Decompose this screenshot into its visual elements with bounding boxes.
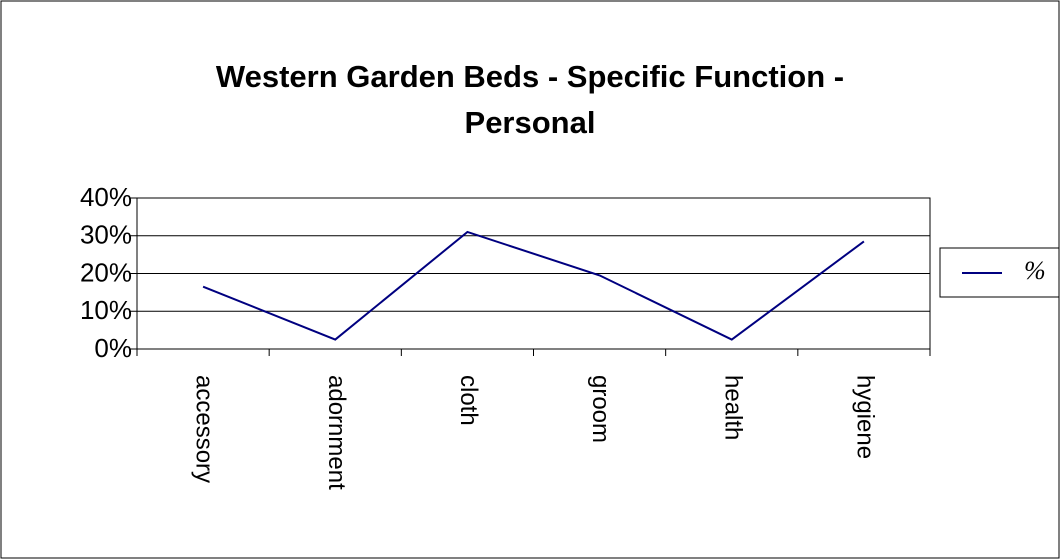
data-line xyxy=(202,230,865,341)
legend-label: % xyxy=(1024,256,1046,285)
y-tick-label: 0% xyxy=(94,333,132,363)
y-tick-label: 40% xyxy=(80,182,132,212)
chart-title: Western Garden Beds - Specific Function … xyxy=(215,59,845,140)
x-tick-label: groom xyxy=(587,375,614,443)
y-tick-label: 20% xyxy=(80,257,132,287)
x-tick-label: health xyxy=(719,375,746,440)
x-tick-label: adornment xyxy=(323,375,350,490)
x-tick-label: accessory xyxy=(191,375,218,483)
x-tick-label: hygiene xyxy=(852,375,879,459)
y-tick-label: 10% xyxy=(80,295,132,325)
x-tick-label: cloth xyxy=(455,375,482,426)
y-tick-label: 30% xyxy=(80,220,132,250)
